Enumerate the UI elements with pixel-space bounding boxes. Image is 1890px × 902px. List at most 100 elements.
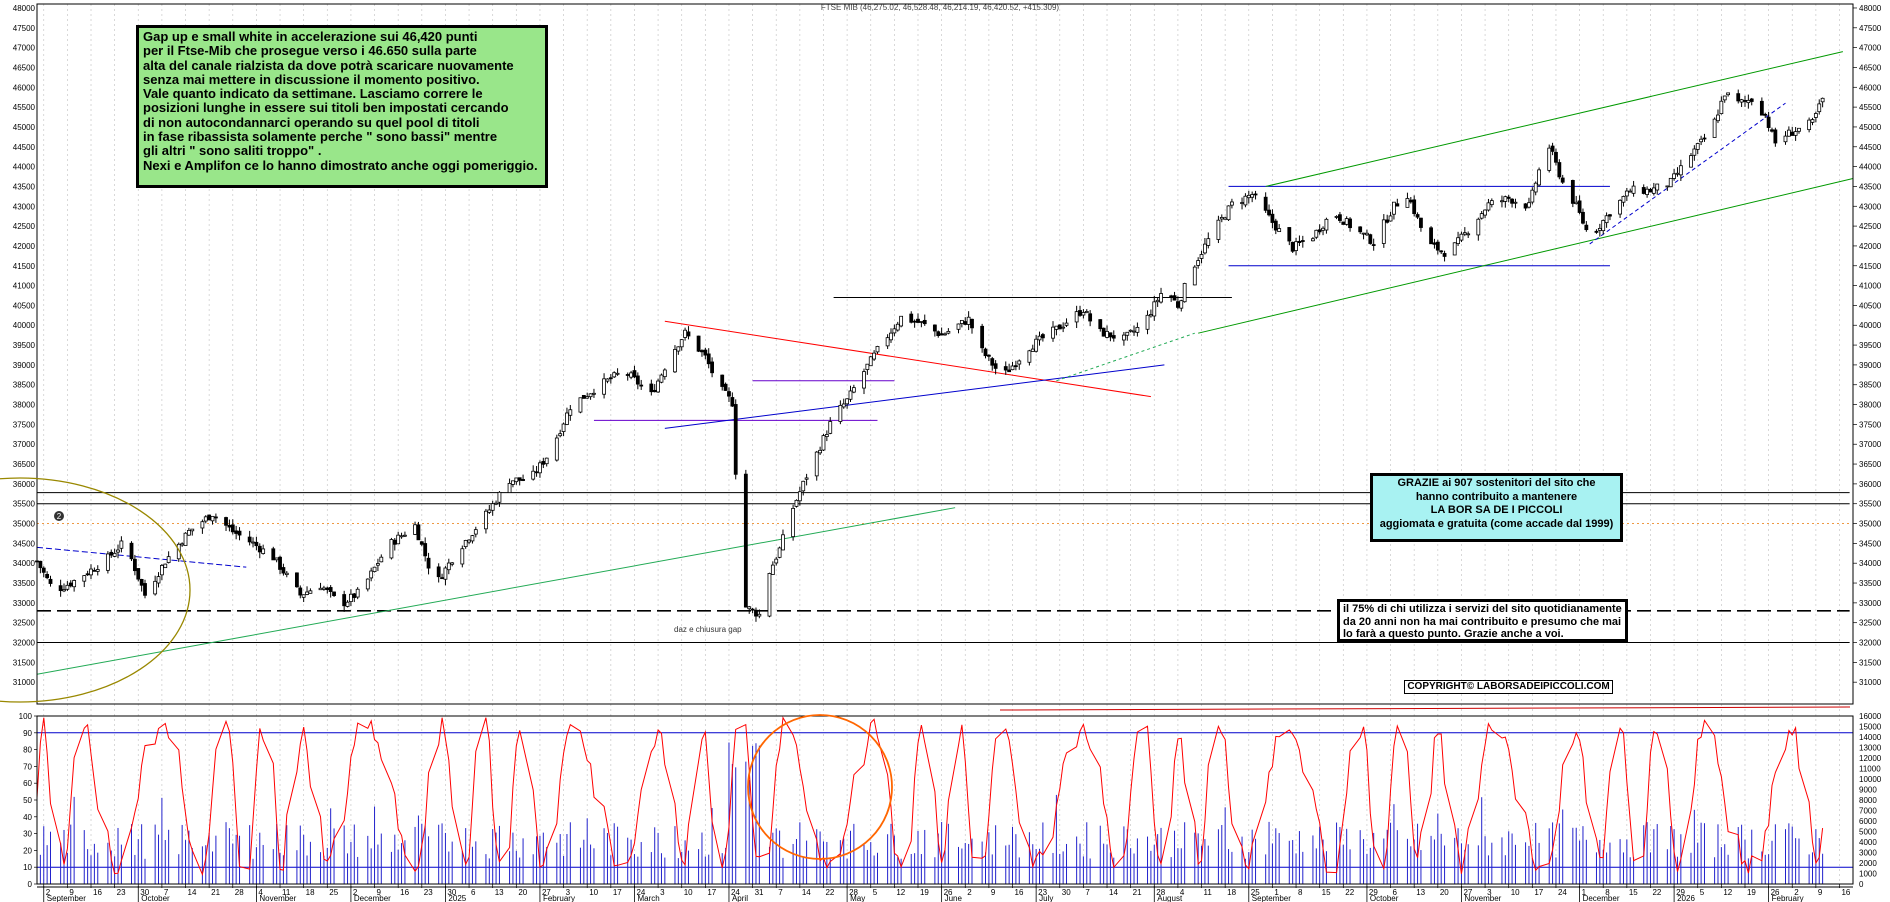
candle-body bbox=[1277, 228, 1282, 233]
candle-body bbox=[1813, 113, 1818, 118]
candle-body bbox=[750, 608, 755, 611]
candle-body bbox=[1597, 227, 1602, 231]
candle-body bbox=[1219, 217, 1224, 220]
candle-body bbox=[379, 556, 384, 563]
volume-tick-label: 2000 bbox=[1859, 859, 1877, 868]
marker-label: 2 bbox=[57, 512, 62, 521]
candle-body bbox=[163, 563, 168, 569]
candle-body bbox=[956, 323, 961, 330]
month-label: June bbox=[945, 894, 963, 902]
candle-body bbox=[1712, 118, 1717, 138]
x-tick-label: 17 bbox=[707, 888, 716, 897]
x-tick-label: 11 bbox=[282, 888, 291, 897]
candle-body bbox=[443, 567, 448, 580]
candle-body bbox=[673, 349, 677, 373]
candle-body bbox=[1101, 327, 1106, 337]
candle-body bbox=[568, 409, 573, 416]
candle-body bbox=[1790, 131, 1795, 136]
candle-body bbox=[166, 556, 171, 563]
candle-body bbox=[372, 566, 377, 572]
month-label: December bbox=[354, 894, 391, 902]
x-tick-label: 1 bbox=[1582, 888, 1587, 897]
candle-body bbox=[1695, 143, 1700, 150]
y-tick-label-right: 36500 bbox=[1859, 460, 1882, 469]
candle-body bbox=[247, 536, 252, 543]
candle-body bbox=[203, 516, 208, 522]
candle-body bbox=[632, 370, 637, 378]
candle-body bbox=[1179, 300, 1184, 309]
volume-tick-label: 10000 bbox=[1859, 775, 1882, 784]
candle-body bbox=[200, 521, 205, 529]
candle-body bbox=[966, 316, 971, 325]
candle-body bbox=[251, 541, 255, 544]
x-tick-label: 28 bbox=[235, 888, 244, 897]
candle-body bbox=[1149, 314, 1153, 317]
candle-body bbox=[1476, 218, 1481, 236]
candle-body bbox=[1628, 190, 1633, 193]
y-tick-label-left: 32000 bbox=[13, 639, 36, 648]
candle-body bbox=[1483, 209, 1487, 216]
candle-body bbox=[1199, 254, 1204, 259]
y-tick-label-left: 33500 bbox=[13, 579, 36, 588]
candle-body bbox=[186, 529, 191, 536]
candle-body bbox=[1554, 151, 1558, 163]
candle-body bbox=[602, 378, 606, 395]
month-label: 2026 bbox=[1677, 894, 1695, 902]
x-tick-label: 7 bbox=[1085, 888, 1090, 897]
candle-body bbox=[521, 479, 525, 481]
candle-body bbox=[1655, 183, 1660, 191]
candle-body bbox=[892, 328, 897, 334]
y-tick-label-left: 44000 bbox=[13, 163, 36, 172]
candle-body bbox=[1807, 119, 1812, 131]
candle-body bbox=[845, 398, 850, 405]
volume-tick-label: 6000 bbox=[1859, 817, 1877, 826]
candle-body bbox=[1037, 335, 1042, 341]
candle-body bbox=[1651, 187, 1656, 194]
candle-body bbox=[649, 383, 654, 393]
x-tick-label: 5 bbox=[873, 888, 878, 897]
candle-body bbox=[1216, 219, 1221, 240]
x-tick-label: 4 bbox=[258, 888, 263, 897]
red-base-line bbox=[999, 706, 1851, 711]
candle-body bbox=[210, 515, 215, 522]
candle-body bbox=[1645, 188, 1649, 195]
candle-body bbox=[652, 389, 657, 393]
candle-body bbox=[159, 565, 164, 576]
comment-line: Gap up e small white in accelerazione su… bbox=[143, 29, 478, 44]
x-tick-label: 14 bbox=[802, 888, 811, 897]
candle-body bbox=[322, 587, 326, 590]
y-tick-label-left: 34000 bbox=[13, 559, 36, 568]
candle-body bbox=[895, 323, 900, 331]
candle-body bbox=[487, 509, 492, 513]
candle-body bbox=[794, 499, 799, 507]
x-tick-label: 3 bbox=[660, 888, 665, 897]
x-tick-label: 10 bbox=[1511, 888, 1520, 897]
oscillator-line bbox=[36, 716, 1824, 877]
volume-tick-label: 16000 bbox=[1859, 712, 1882, 721]
candle-body bbox=[1334, 216, 1339, 218]
x-tick-label: 7 bbox=[164, 888, 169, 897]
candle-body bbox=[1739, 99, 1744, 103]
candle-body bbox=[436, 566, 441, 578]
y-tick-label-right: 40000 bbox=[1859, 321, 1882, 330]
y-tick-label-left: 47000 bbox=[13, 44, 36, 53]
x-tick-label: 18 bbox=[1227, 888, 1236, 897]
candle-body bbox=[1689, 155, 1693, 168]
x-tick-label: 16 bbox=[1015, 888, 1024, 897]
candle-body bbox=[1061, 326, 1066, 329]
x-tick-label: 11 bbox=[1204, 888, 1213, 897]
contributors-note-box: il 75% di chi utilizza i servizi del sit… bbox=[1337, 599, 1628, 642]
candle-body bbox=[376, 563, 380, 566]
candle-body bbox=[1263, 196, 1268, 211]
candle-body bbox=[804, 477, 809, 480]
candle-body bbox=[814, 451, 819, 477]
candle-body bbox=[1311, 238, 1315, 242]
candle-body bbox=[399, 535, 404, 538]
candle-body bbox=[1783, 135, 1788, 143]
candle-body bbox=[497, 491, 502, 503]
candle-body bbox=[1132, 330, 1136, 333]
candle-body bbox=[72, 580, 77, 588]
y-tick-label-left: 48000 bbox=[13, 4, 36, 13]
trendline bbox=[1056, 332, 1195, 382]
y-tick-label-left: 45000 bbox=[13, 123, 36, 132]
